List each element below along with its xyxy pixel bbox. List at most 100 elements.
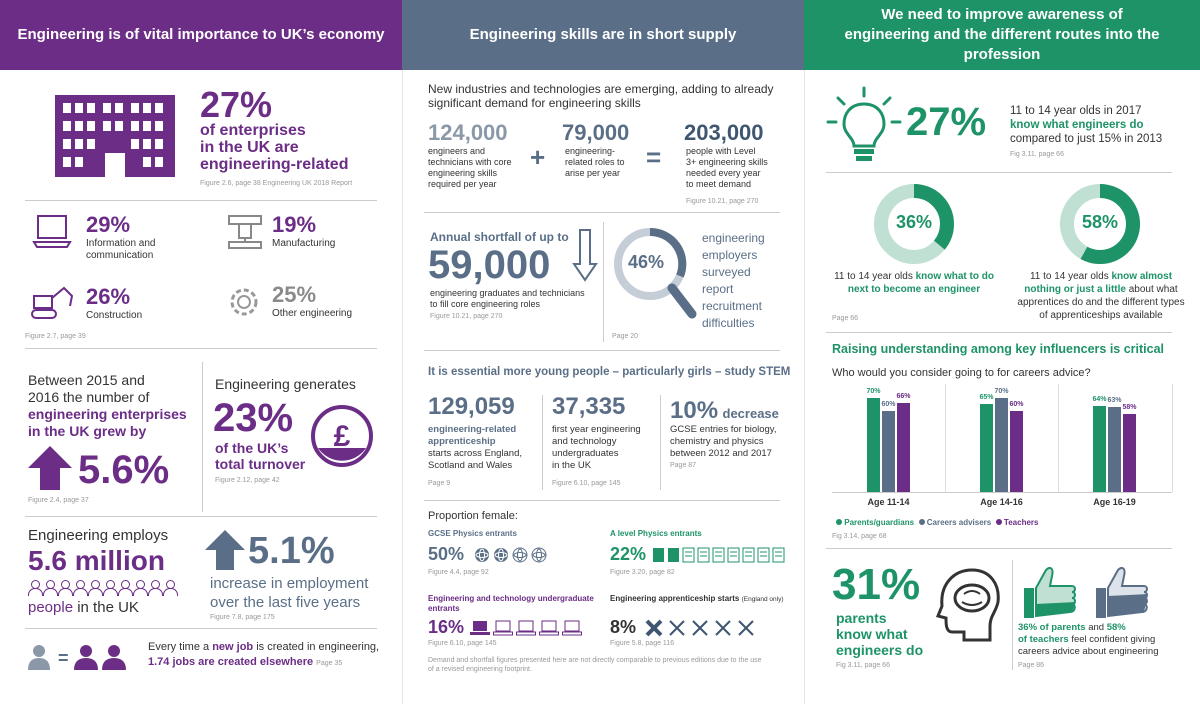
plus-sign: + [530,142,546,172]
atom-icon [475,547,489,562]
tools-icon [645,619,663,637]
notepad-icon [697,547,710,563]
up-arrow-slate-icon [205,530,245,570]
bar-advisers-1 [995,397,1008,492]
employs-tail: in the UK [77,599,139,616]
stem-3-l1: GCSE entries for biology, [670,424,777,435]
stem-1-fig: Page 9 [428,480,451,487]
demand-3-l2: 3+ engineering skills [686,157,768,167]
stem-3-num: 10% [670,397,719,424]
turnover-line1: of the UK’s [215,440,289,456]
donut-fig: Page 66 [832,315,859,322]
enterprises-pct: 27% [200,84,273,125]
stem-1-l1: starts across England, [428,448,522,459]
category-label-1: Age 14-16 [980,497,1023,507]
demand-3-l1: people with Level [686,146,756,156]
bar-label-parents-1: 65% [979,394,994,402]
sector-construction-label: Construction [86,310,143,321]
bar-label-parents-2: 64% [1092,395,1107,403]
bar-parents-2 [1093,405,1106,492]
chart-legend: Parents/guardians Careers advisers Teach… [836,518,1038,527]
confident-text: 36% of parents and 58% of teachers feel c… [1018,622,1193,658]
excavator-icon [31,286,74,319]
jobs-page: Page 35 [316,660,343,667]
jobs-line2: 1.74 jobs are created elsewhere Page 35 [148,656,342,668]
female-gcse-pct: 50% [428,544,465,564]
donut2-l4: of apprenticeships available [1039,310,1163,321]
header-awareness-text: We need to improve awareness of engineer… [844,6,1160,63]
parents-l1: parents [836,610,887,626]
sector-manufacturing-pct: 19% [272,212,317,237]
laptop-icon [470,620,490,635]
sector-other-label: Other engineering [272,308,353,319]
parents-l3: engineers do [836,642,924,658]
atom-icon [531,547,547,563]
category-label-0: Age 11-14 [867,497,910,507]
atom-icons [474,546,550,564]
shortfall-num: 59,000 [428,243,551,287]
person-icon [103,580,118,596]
donut2-pct: 58% [1081,212,1119,232]
people-row [28,580,178,601]
category-label-2: Age 16-19 [1093,497,1136,507]
employers-pct: 46% [628,252,665,272]
laptop-icon [32,215,72,248]
legend-parents-label: Parents/guardians [844,518,915,527]
legend-advisers: Careers advisers [918,518,992,527]
bar-advisers-2 [1108,406,1121,492]
confident-f: careers advice about engineering [1018,646,1159,657]
confident-fig: Page 86 [1018,662,1045,669]
stem-3-head: 10% decrease [670,397,779,425]
parents-fig: Fig 3.11, page 66 [836,662,890,669]
enterprises-line3: engineering-related [200,156,349,173]
donut2-text: 11 to 14 year olds know almost nothing or… [1006,270,1196,322]
know-l1: 11 to 14 year olds in 2017 [1010,105,1142,117]
svg-text:£: £ [334,420,351,453]
tools-icon [738,620,754,636]
influencers-head: Raising understanding among key influenc… [832,342,1165,356]
bar-chart: 70% 60% 66% 65% 70% 60% 64% 63% 58% Age 11-14 Ag… [832,384,1173,534]
confident-c: 58% [1106,622,1126,633]
bar-label-parents-0: 70% [866,387,881,395]
employers-fig: Page 20 [612,333,639,340]
legend-parents-swatch [836,519,842,525]
legend-advisers-swatch [918,519,925,525]
chart-divider-1 [945,384,946,492]
bar-label-advisers-2: 63% [1107,396,1122,404]
person-icon [148,580,163,596]
sector-construction-pct: 26% [86,284,131,309]
enterprises-line2: in the UK are [200,139,299,156]
female-apprentice-label: Engineering apprenticeship starts (Engla… [610,594,784,603]
bar-parents-0 [867,397,880,492]
female-gcse-fig: Figure 4.4, page 92 [428,569,489,576]
donut-58-arc [1060,184,1140,264]
bar-teachers-2 [1123,413,1136,492]
employment-line2: over the last five years [210,594,361,611]
down-arrow-icon [572,229,598,282]
employers-l6: difficulties [702,316,755,330]
legend-teachers-label: Teachers [1003,518,1039,527]
header-skills-text: Engineering skills are in short supply [469,26,737,43]
employment-fig: Figure 7.8, page 175 [210,614,275,621]
stem-2-l1: first year engineering [552,424,641,435]
header-awareness: We need to improve awareness of engineer… [804,0,1200,70]
stem-2-l4: in the UK [552,460,592,471]
donut2-l2c: about what [1125,284,1178,295]
jobs-t2: new job [212,641,254,653]
laptop-icons [470,619,585,637]
legend-advisers-label: Careers advisers [926,518,992,527]
demand-1-l4: required per year [428,179,497,189]
female-undergrad-label: Engineering and technology undergraduate… [428,594,594,613]
female-apprentice-fig: Figure 5.8, page 116 [610,640,675,647]
notepad-icon [712,547,725,563]
notepad-icon [668,547,679,562]
chart-baseline [832,492,1172,493]
donut1-pct: 36% [895,212,933,232]
female-undergrad-pct: 16% [428,617,465,637]
stem-3-fig: Page 87 [670,462,697,469]
donut2-l1b: know almost [1111,271,1173,282]
growth-pct: 5.6% [78,448,170,492]
person-icon [118,580,133,596]
stem-1-l2: Scotland and Wales [428,460,513,471]
female-gcse-label: GCSE Physics entrants [428,529,517,538]
